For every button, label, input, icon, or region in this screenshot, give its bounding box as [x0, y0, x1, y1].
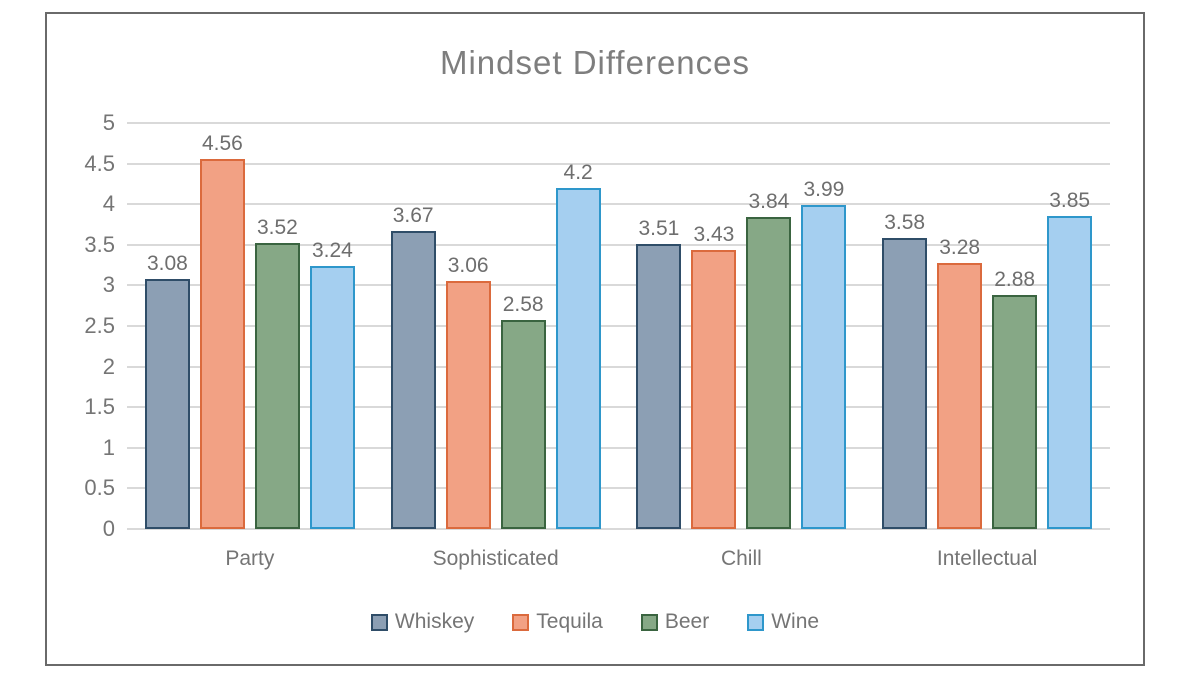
y-tick-label: 3 [102, 272, 115, 298]
legend-label: Beer [664, 610, 710, 633]
gridline [127, 528, 1110, 530]
legend-swatch-icon [370, 613, 388, 631]
bar-tequila-party: 4.56 [199, 132, 245, 529]
bar-beer-sophisticated: 2.58 [500, 293, 546, 529]
data-label: 3.43 [693, 223, 735, 247]
bar-tequila-intellectual: 3.28 [937, 236, 983, 529]
gridline [127, 325, 1110, 327]
gridline [127, 243, 1110, 246]
x-category-label: Party [225, 547, 275, 570]
legend-item-beer: Beer [640, 610, 710, 634]
bar-tequila-sophisticated: 3.06 [445, 254, 491, 529]
data-label: 4.2 [563, 160, 593, 184]
legend-swatch-icon [747, 613, 765, 631]
bar-whiskey-sophisticated: 3.67 [390, 204, 436, 529]
legend-label: Wine [771, 610, 820, 633]
y-tick-label: 0.5 [84, 475, 115, 501]
y-tick-label: 0 [102, 516, 115, 541]
legend-item-whiskey: Whiskey [370, 610, 475, 634]
legend-swatch-icon [512, 613, 530, 631]
legend-swatch-icon [640, 613, 658, 631]
y-tick-label: 4.5 [84, 150, 115, 176]
x-category-label: Chill [720, 547, 762, 570]
bar-group-party: 3.08 4.56 3.52 3.24 [127, 123, 373, 529]
data-label: 2.58 [502, 292, 544, 316]
bar-group-chill: 3.51 3.43 3.84 3.99 [619, 123, 865, 529]
legend-label: Whiskey [394, 610, 475, 633]
y-tick-label: 2.5 [84, 313, 115, 338]
bar-group-sophisticated: 3.67 3.06 2.58 4.2 [373, 123, 619, 529]
y-tick-label: 5 [102, 110, 115, 135]
data-label: 3.24 [311, 238, 353, 262]
data-label: 3.84 [748, 190, 790, 214]
x-category-label: Intellectual [936, 547, 1038, 570]
chart-title: Mindset Differences [439, 44, 751, 81]
y-tick-label: 3.5 [84, 231, 115, 257]
data-label: 3.58 [884, 211, 926, 235]
x-axis-labels: Party Sophisticated Chill Intellectual [127, 547, 1110, 571]
bar-wine-sophisticated: 4.2 [555, 161, 601, 529]
data-label: 3.28 [939, 235, 981, 259]
bar-groups: 3.08 4.56 3.52 3.24 3.67 3.06 2.58 4.2 3.51 3.43 3… [127, 123, 1110, 529]
data-label: 3.08 [146, 251, 188, 275]
bar-wine-chill: 3.99 [801, 178, 847, 529]
bar-whiskey-intellectual: 3.58 [882, 211, 928, 529]
data-label: 3.06 [447, 253, 489, 277]
gridline [127, 365, 1110, 368]
bar-wine-intellectual: 3.85 [1047, 189, 1093, 529]
data-label: 3.99 [803, 178, 845, 202]
gridline [127, 203, 1110, 206]
y-tick-label: 1.5 [84, 394, 115, 420]
gridline [127, 406, 1110, 409]
bar-tequila-chill: 3.43 [691, 223, 737, 529]
bar-beer-chill: 3.84 [746, 190, 792, 529]
gridline [127, 122, 1110, 124]
y-tick-label: 4 [102, 191, 115, 217]
data-label: 2.88 [994, 268, 1036, 292]
bar-whiskey-party: 3.08 [144, 252, 190, 529]
gridline [127, 284, 1110, 287]
y-tick-label: 2 [102, 353, 115, 379]
data-label: 3.52 [256, 216, 298, 240]
bar-whiskey-chill: 3.51 [636, 217, 682, 529]
legend-item-wine: Wine [747, 610, 819, 634]
plot-area: 0 0.5 1 1.5 2 2.5 3 3.5 4 4.5 5 3.08 4.56 3.52 3.24 3.… [84, 112, 1110, 540]
bar-beer-party: 3.52 [254, 216, 300, 529]
data-label: 3.67 [392, 204, 434, 227]
data-label: 3.51 [638, 217, 680, 240]
bar-group-intellectual: 3.58 3.28 2.88 3.85 [864, 123, 1110, 529]
data-label: 4.56 [201, 131, 243, 155]
x-category-label: Sophisticated [432, 547, 559, 570]
bar-beer-intellectual: 2.88 [992, 268, 1038, 529]
data-label: 3.85 [1049, 189, 1091, 213]
gridline [127, 446, 1110, 449]
legend: Whiskey Tequila Beer Wine [47, 610, 1143, 634]
chart-frame: Mindset Differences 0 0.5 1 1.5 2 2.5 3 3.5 4 4.5… [45, 12, 1145, 666]
legend-label: Tequila [536, 610, 603, 633]
gridline [127, 487, 1110, 490]
y-tick-label: 1 [102, 434, 115, 460]
gridline [127, 162, 1110, 165]
bar-wine-party: 3.24 [309, 239, 355, 529]
legend-item-tequila: Tequila [512, 610, 603, 634]
